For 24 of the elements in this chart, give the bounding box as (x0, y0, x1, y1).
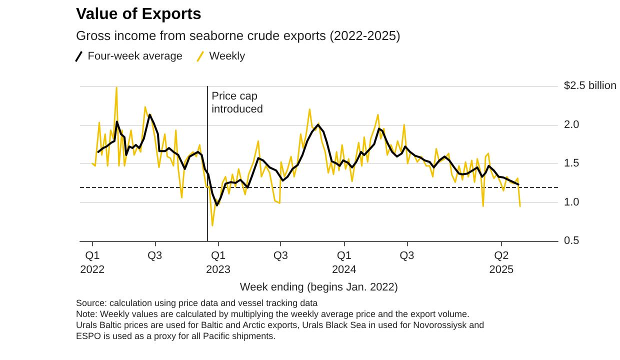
x-tick-label: Q1 2022 (80, 250, 105, 276)
y-tick-label: 2.0 (564, 118, 580, 131)
x-tick-label: Q1 2023 (206, 250, 231, 276)
line-series (92, 86, 521, 226)
x-tick-label: Q2 2025 (489, 250, 514, 276)
x-tick-label: Q3 (400, 250, 414, 262)
text: Urals Baltic prices are used for Baltic and Arctic exports, Urals Black Sea in used for Novorossiysk and (76, 320, 486, 331)
x-tick-label: Q1 2024 (332, 250, 356, 276)
line-series (97, 114, 520, 206)
chart-title: Value of Exports (76, 6, 202, 24)
y-tick-label: 1.0 (564, 196, 580, 208)
legend-label: Four-week average (88, 50, 183, 62)
text: ESPO is used as a proxy for all Pacific shipments. (76, 331, 277, 342)
x-tick-label: Q3 (273, 250, 288, 262)
y-tick-label: 0.5 (564, 235, 580, 248)
chart-subtitle: Gross income from seaborne crude exports (2022-2025) (76, 28, 400, 43)
y-tick-label: $2.5 billion (564, 80, 617, 92)
y-tick-label: 1.5 (564, 158, 580, 170)
x-tick-label: Q3 (147, 250, 162, 262)
x-axis-title: Week ending (begins Jan. 2022) (240, 282, 398, 294)
source-note: Source: calculation using price data and vessel tracking data (76, 298, 319, 309)
text: Note: Weekly values are calculated by multiplying the weekly average price and the export volume. (76, 309, 471, 320)
ref-line-label: Price cap introduced (212, 90, 263, 116)
legend-label: Weekly (209, 50, 246, 62)
